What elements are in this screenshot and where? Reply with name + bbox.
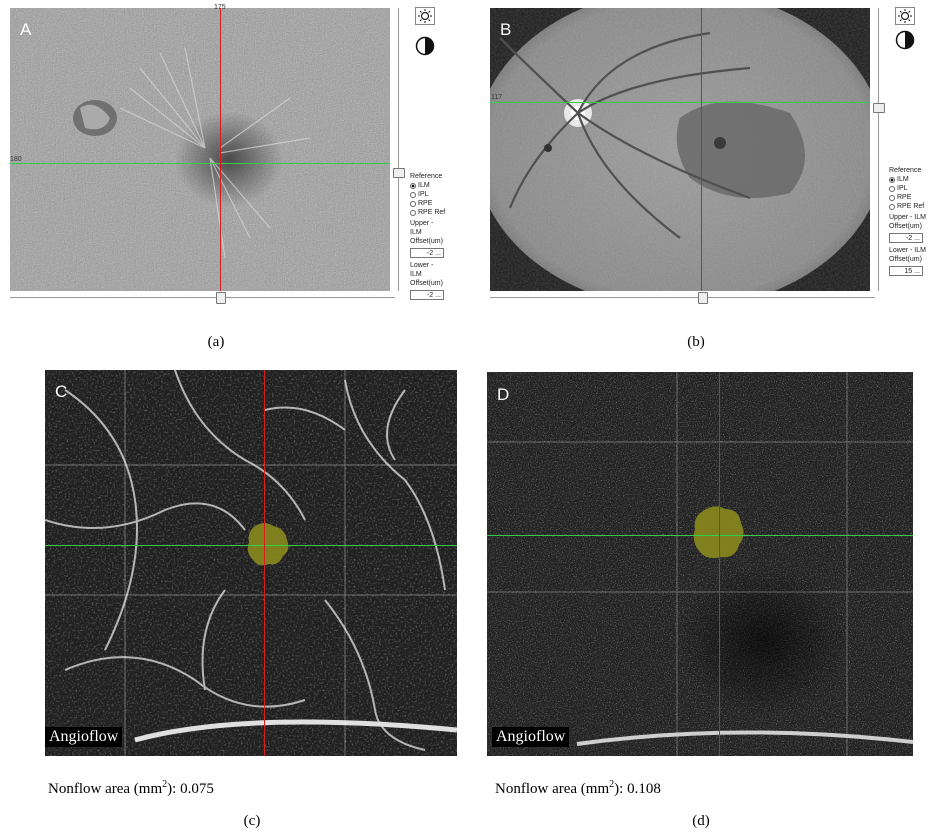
reference-option-rpe-ref[interactable]: RPE Ref <box>889 202 928 211</box>
panel-a-left-marker: 180 <box>10 156 22 163</box>
panel-b-horizontal-slider[interactable] <box>490 297 875 298</box>
lower-offset-label: Lower - ILM Offset(um) <box>889 247 926 263</box>
contrast-icon[interactable] <box>414 36 436 56</box>
reference-option-ilm[interactable]: ILM <box>889 175 928 184</box>
panel-b-reference-controls: Reference ILM IPL RPE RPE Ref Upper - IL… <box>889 166 928 276</box>
radio-icon[interactable] <box>889 185 895 192</box>
radio-icon[interactable] <box>889 203 895 210</box>
panel-d-nonflow-value: 0.108 <box>627 781 661 797</box>
panel-a-vertical-slider[interactable] <box>398 8 399 291</box>
panel-a-letter: A <box>20 20 32 39</box>
lower-offset-label: Lower - ILM Offset(um) <box>410 262 443 287</box>
panel-d-nonflow-overlay <box>693 506 744 559</box>
contrast-icon[interactable] <box>894 30 916 50</box>
panel-b-caption: (b) <box>687 334 705 350</box>
panel-a-vertical-line[interactable] <box>220 8 221 291</box>
panel-d-angioflow-label: Angioflow <box>492 727 570 747</box>
radio-icon[interactable] <box>410 191 416 198</box>
panel-d-caption: (d) <box>692 813 710 829</box>
radio-icon[interactable] <box>410 182 416 189</box>
brightness-icon[interactable] <box>894 6 916 26</box>
panel-b-vertical-slider[interactable] <box>878 8 879 291</box>
panel-d-vertical-line[interactable] <box>719 372 720 756</box>
upper-offset-label: Upper - ILM Offset(um) <box>410 220 443 245</box>
reference-option-rpe-ref[interactable]: RPE Ref <box>410 208 445 217</box>
reference-label: Reference <box>410 173 443 180</box>
lower-offset-field[interactable]: -2... <box>410 290 444 300</box>
panel-b-letter: B <box>500 20 512 39</box>
panel-d-angio-image <box>487 372 913 756</box>
panel-c-angioflow-label: Angioflow <box>45 727 123 747</box>
panel-b-horizontal-slider-thumb[interactable] <box>698 292 708 304</box>
upper-offset-more-button[interactable]: ... <box>435 249 441 257</box>
panel-d-letter: D <box>497 385 510 404</box>
panel-c-horizontal-line[interactable] <box>45 545 457 546</box>
reference-option-ipl[interactable]: IPL <box>410 190 445 199</box>
panel-b-vertical-slider-thumb[interactable] <box>873 103 885 113</box>
panel-c-caption: (c) <box>243 813 261 829</box>
panel-b-horizontal-line[interactable] <box>490 102 870 103</box>
radio-icon[interactable] <box>889 194 895 201</box>
panel-d-horizontal-line[interactable] <box>487 535 913 536</box>
lower-offset-more-button[interactable]: ... <box>914 267 920 275</box>
panel-c-letter: C <box>55 382 68 401</box>
upper-offset-more-button[interactable]: ... <box>914 234 920 242</box>
radio-icon[interactable] <box>410 209 416 216</box>
lower-offset-field[interactable]: 15... <box>889 266 923 276</box>
panel-c-vertical-line[interactable] <box>264 370 265 756</box>
panel-a-oct-image <box>10 8 390 291</box>
panel-d-nonflow-area: Nonflow area (mm2): 0.108 <box>495 779 661 797</box>
panel-a-caption: (a) <box>207 334 225 350</box>
panel-a-vertical-slider-thumb[interactable] <box>393 168 405 178</box>
reference-option-rpe[interactable]: RPE <box>410 199 445 208</box>
lower-offset-more-button[interactable]: ... <box>435 291 441 299</box>
radio-icon[interactable] <box>410 200 416 207</box>
radio-icon[interactable] <box>889 176 895 183</box>
panel-c-angio-image <box>45 370 457 756</box>
panel-b-fundus-image <box>490 8 870 291</box>
panel-a-horizontal-line[interactable] <box>10 163 390 164</box>
panel-c-nonflow-value: 0.075 <box>180 781 214 797</box>
panel-a-horizontal-slider-thumb[interactable] <box>216 292 226 304</box>
panel-a-reference-controls: Reference ILM IPL RPE RPE Ref Upper - IL… <box>410 172 445 300</box>
reference-option-rpe[interactable]: RPE <box>889 193 928 202</box>
panel-b-left-marker: 117 <box>491 94 503 101</box>
reference-option-ipl[interactable]: IPL <box>889 184 928 193</box>
panel-a-horizontal-slider[interactable] <box>10 297 395 298</box>
brightness-icon[interactable] <box>414 6 436 26</box>
panel-b-vertical-line[interactable] <box>701 8 702 291</box>
panel-a-top-marker: 175 <box>214 4 226 11</box>
reference-option-ilm[interactable]: ILM <box>410 181 445 190</box>
panel-c-nonflow-overlay <box>247 523 289 566</box>
reference-label: Reference <box>889 167 922 174</box>
upper-offset-field[interactable]: -2... <box>410 248 444 258</box>
upper-offset-field[interactable]: -2... <box>889 233 923 243</box>
panel-c-nonflow-area: Nonflow area (mm2): 0.075 <box>48 779 214 797</box>
upper-offset-label: Upper - ILM Offset(um) <box>889 214 926 230</box>
